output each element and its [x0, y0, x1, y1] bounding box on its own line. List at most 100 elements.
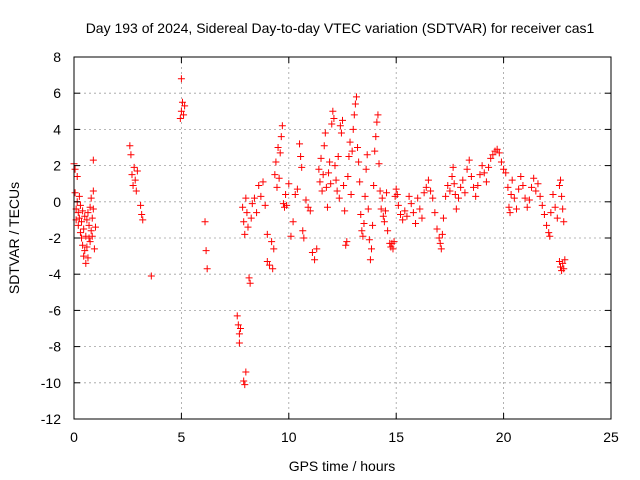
- data-point: [365, 236, 373, 244]
- x-tick-label: 15: [388, 429, 404, 445]
- y-tick-label: 2: [53, 158, 61, 174]
- data-point: [350, 111, 358, 119]
- data-point: [83, 243, 91, 251]
- data-point: [282, 191, 290, 199]
- data-point: [363, 151, 371, 159]
- data-point: [76, 229, 84, 237]
- data-point: [275, 174, 283, 182]
- data-point: [298, 163, 306, 171]
- data-point: [274, 144, 282, 151]
- data-point: [235, 330, 243, 338]
- data-point: [540, 210, 548, 218]
- data-point: [536, 192, 544, 200]
- data-point: [180, 111, 188, 119]
- y-tick-label: 8: [53, 49, 61, 65]
- data-point: [467, 172, 475, 180]
- data-point: [384, 227, 392, 235]
- data-point: [530, 174, 538, 182]
- data-point: [87, 227, 95, 235]
- data-point: [557, 176, 565, 184]
- x-tick-label: 10: [281, 429, 297, 445]
- data-point: [302, 196, 310, 204]
- data-point: [407, 200, 415, 208]
- data-point: [322, 183, 330, 191]
- data-point: [449, 163, 457, 171]
- data-point: [297, 153, 305, 161]
- data-point: [418, 214, 426, 222]
- data-point: [79, 241, 87, 249]
- data-point: [433, 225, 441, 233]
- data-point: [250, 194, 258, 202]
- data-point: [489, 151, 497, 159]
- data-point: [504, 183, 512, 191]
- data-point: [546, 232, 554, 240]
- data-point: [551, 203, 559, 211]
- data-point: [246, 279, 254, 287]
- data-point: [555, 258, 563, 266]
- data-point: [352, 93, 360, 101]
- data-point: [89, 156, 97, 164]
- data-point: [347, 191, 355, 199]
- data-point: [320, 142, 328, 150]
- data-point: [291, 191, 299, 199]
- data-point: [139, 216, 147, 224]
- data-point: [493, 145, 501, 153]
- data-point: [362, 165, 370, 173]
- data-point: [465, 156, 473, 164]
- data-point: [336, 122, 344, 130]
- x-tick-label: 20: [496, 429, 512, 445]
- data-point: [130, 163, 138, 171]
- data-point: [177, 75, 185, 83]
- data-point: [534, 180, 542, 188]
- data-point: [86, 238, 94, 246]
- data-point: [378, 194, 386, 202]
- data-point: [525, 196, 533, 204]
- data-point: [271, 171, 279, 179]
- data-point: [318, 187, 326, 195]
- data-point: [313, 245, 321, 253]
- data-point: [505, 203, 513, 211]
- data-point: [474, 182, 482, 190]
- data-point: [299, 227, 307, 235]
- data-point: [547, 209, 555, 217]
- data-point: [201, 218, 209, 226]
- data-point: [354, 144, 362, 151]
- data-point: [279, 200, 287, 208]
- data-point: [457, 183, 465, 191]
- data-point: [289, 218, 297, 226]
- data-point: [331, 162, 339, 170]
- data-point: [412, 220, 420, 228]
- y-tick-label: 4: [53, 121, 61, 137]
- data-point: [392, 185, 400, 193]
- data-point: [451, 191, 459, 199]
- data-point: [308, 248, 316, 256]
- data-point: [399, 216, 407, 224]
- data-point: [88, 232, 96, 240]
- data-point: [561, 256, 569, 264]
- data-point: [128, 171, 136, 179]
- data-point: [523, 203, 531, 211]
- data-point: [374, 111, 382, 119]
- data-point: [521, 194, 529, 202]
- data-point: [269, 265, 277, 273]
- data-point: [340, 182, 348, 190]
- data-point: [89, 205, 97, 213]
- data-point: [245, 274, 253, 282]
- data-point: [366, 256, 374, 264]
- data-point: [361, 192, 369, 200]
- data-point: [247, 214, 255, 222]
- data-point: [373, 118, 381, 126]
- data-point: [317, 154, 325, 162]
- data-point: [241, 381, 249, 389]
- data-point: [463, 165, 471, 173]
- data-point: [85, 221, 93, 229]
- data-point: [396, 210, 404, 218]
- data-point: [76, 201, 84, 209]
- data-point: [380, 218, 388, 226]
- data-point: [528, 183, 536, 191]
- data-point: [79, 207, 87, 215]
- data-point: [414, 194, 422, 202]
- x-tick-label: 5: [178, 429, 186, 445]
- data-point: [375, 160, 383, 168]
- data-point: [86, 203, 94, 211]
